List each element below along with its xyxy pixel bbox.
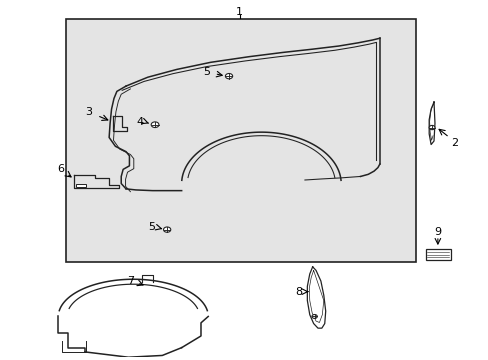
Bar: [65, 19, 415, 261]
Circle shape: [311, 315, 317, 318]
Bar: [76, 184, 86, 187]
Circle shape: [151, 122, 159, 127]
Text: 2: 2: [450, 138, 457, 148]
Text: 5: 5: [203, 67, 210, 77]
Text: 9: 9: [433, 228, 441, 238]
Text: 6: 6: [57, 165, 64, 174]
Circle shape: [163, 227, 170, 232]
Bar: [425, 249, 450, 260]
Text: 4: 4: [136, 117, 143, 126]
Text: 3: 3: [85, 107, 92, 117]
Text: 7: 7: [127, 276, 134, 286]
Text: 1: 1: [236, 6, 243, 17]
Text: 8: 8: [294, 287, 302, 297]
Circle shape: [428, 125, 434, 130]
Circle shape: [225, 73, 232, 79]
Text: 5: 5: [148, 222, 155, 232]
